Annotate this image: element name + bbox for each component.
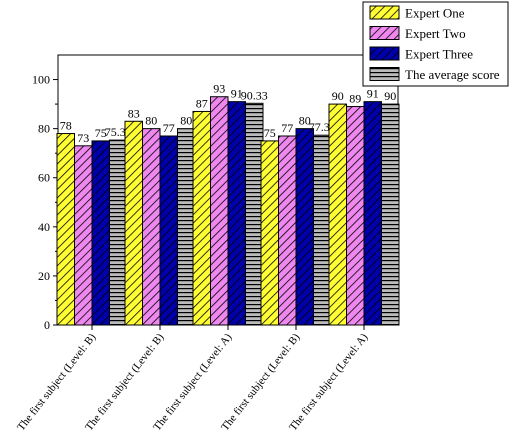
bar <box>328 103 347 326</box>
bar-value-label: 90.33 <box>241 88 268 102</box>
bar-value-label: 89 <box>349 92 361 106</box>
bar <box>227 101 246 326</box>
y-tick-label: 0 <box>44 318 50 332</box>
legend: Expert One Expert Two Expert Three The aver… <box>362 1 509 87</box>
bar <box>142 128 161 326</box>
legend-swatch <box>369 26 400 40</box>
bar-value-label: 80 <box>180 114 192 128</box>
bar-value-label: 75 <box>264 126 276 140</box>
bar <box>177 128 196 326</box>
y-tick-label: 80 <box>38 122 50 136</box>
bar-value-label: 93 <box>213 82 225 96</box>
bar-value-label: 91 <box>367 87 379 101</box>
legend-swatch <box>369 46 400 61</box>
legend-label: Expert Three <box>405 47 473 62</box>
bar-value-label: 75 <box>95 126 107 140</box>
bar-value-label: 90 <box>332 89 344 103</box>
bar <box>74 145 93 326</box>
bar-value-label: 77 <box>163 121 175 135</box>
y-tick-label: 60 <box>38 171 50 185</box>
legend-label: Expert Two <box>405 26 466 41</box>
x-category-label: The first subject (Level: A) <box>151 331 234 433</box>
bar <box>295 128 314 326</box>
bar-value-label: 80 <box>299 114 311 128</box>
x-category-label: The first subject (Level: B) <box>219 331 302 433</box>
legend-swatch <box>369 5 400 20</box>
y-tick-label: 40 <box>38 220 50 234</box>
bar <box>313 134 332 326</box>
bar <box>278 135 297 326</box>
bar <box>56 133 75 326</box>
bar-value-label: 91 <box>231 87 243 101</box>
x-category-label: The first subject (Level: B) <box>83 331 166 433</box>
bar-value-label: 78 <box>60 119 72 133</box>
bar <box>124 120 143 326</box>
x-category-label: The first subject (Level: A) <box>287 331 370 433</box>
legend-label: Expert One <box>405 6 465 21</box>
bar <box>381 103 400 326</box>
bar-value-label: 90 <box>384 89 396 103</box>
y-tick-label: 20 <box>38 269 50 283</box>
bar <box>210 96 229 326</box>
bar-value-label: 77 <box>281 121 293 135</box>
bar <box>363 101 382 326</box>
bar <box>260 140 279 326</box>
bar <box>192 110 211 326</box>
bar <box>346 106 365 326</box>
bar-value-label: 87 <box>196 96 208 110</box>
bar-value-label: 83 <box>128 106 140 120</box>
bar <box>91 140 110 326</box>
bar <box>245 102 264 326</box>
bar <box>109 139 128 326</box>
x-category-label: The first subject (Level: B) <box>15 331 98 433</box>
bar <box>159 135 178 326</box>
y-tick-label: 100 <box>32 73 50 87</box>
legend-swatch <box>369 67 400 81</box>
bar-value-label: 73 <box>77 131 89 145</box>
legend-label: The average score <box>405 67 500 82</box>
bar-value-label: 80 <box>145 114 157 128</box>
